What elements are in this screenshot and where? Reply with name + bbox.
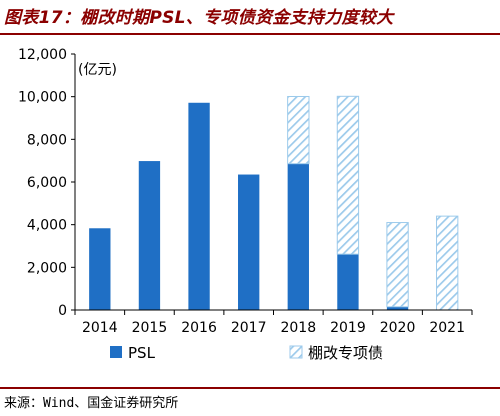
- y-tick-label: 0: [58, 303, 67, 319]
- bar-psl-2020: [386, 306, 409, 310]
- x-tick-label: 2019: [330, 320, 366, 336]
- bar-psl-2015: [138, 161, 161, 310]
- bar-psl-2019: [337, 254, 359, 310]
- bar-psl-2017: [238, 174, 260, 310]
- legend-swatch-psl: [110, 346, 122, 358]
- footer-divider: [0, 387, 500, 389]
- chart-title: 图表17：棚改时期PSL、专项债资金支持力度较大: [4, 8, 394, 28]
- x-tick-label: 2021: [429, 320, 465, 336]
- bar-special-bond-2020: [386, 222, 409, 308]
- bar-special-bond-2018: [287, 95, 310, 165]
- title-divider: [0, 33, 500, 35]
- legend-swatch-special-bond: [289, 345, 303, 359]
- source-note: 来源：Wind、国金证券研究所: [4, 396, 179, 411]
- bar-psl-2014: [89, 228, 111, 310]
- x-tick-label: 2020: [380, 320, 416, 336]
- bar-psl-2018: [287, 163, 309, 310]
- y-tick-label: 8,000: [27, 132, 67, 148]
- y-tick-label: 10,000: [18, 90, 67, 106]
- x-axis: 2014 2015 2016 2017 2018 2019 2020 2021: [74, 309, 473, 336]
- x-tick-label: 2015: [132, 320, 168, 336]
- x-tick-label: 2017: [231, 320, 267, 336]
- y-axis: 0 2,000 4,000 6,000 8,000 10,000 12,000: [18, 47, 76, 319]
- x-tick-label: 2018: [280, 320, 316, 336]
- bar-special-bond-2021: [436, 215, 459, 311]
- y-axis-unit-label: (亿元): [78, 62, 117, 78]
- y-tick-label: 2,000: [27, 260, 67, 276]
- legend: PSL 棚改专项债: [110, 344, 383, 362]
- legend-label-special-bond: 棚改专项债: [308, 344, 383, 362]
- x-tick-label: 2016: [181, 320, 217, 336]
- bar-chart: (亿元) 0 2,000 4,000 6,000 8,000 10,000 12,000 2…: [18, 47, 473, 362]
- bar-psl-2016: [188, 102, 210, 310]
- y-tick-label: 6,000: [27, 175, 67, 191]
- legend-label-psl: PSL: [128, 344, 156, 362]
- bar-special-bond-2019: [336, 95, 360, 255]
- y-tick-label: 12,000: [18, 47, 67, 63]
- bars: [89, 95, 459, 311]
- y-tick-label: 4,000: [27, 218, 67, 234]
- x-tick-label: 2014: [82, 320, 118, 336]
